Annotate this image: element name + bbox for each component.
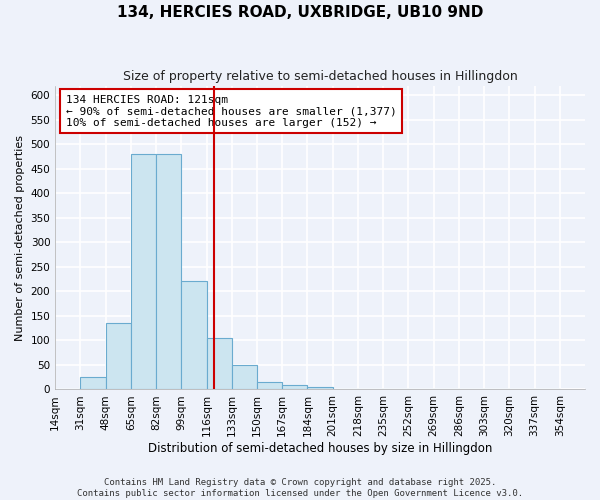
Text: Contains HM Land Registry data © Crown copyright and database right 2025.
Contai: Contains HM Land Registry data © Crown c…: [77, 478, 523, 498]
Text: 134 HERCIES ROAD: 121sqm
← 90% of semi-detached houses are smaller (1,377)
10% o: 134 HERCIES ROAD: 121sqm ← 90% of semi-d…: [66, 94, 397, 128]
X-axis label: Distribution of semi-detached houses by size in Hillingdon: Distribution of semi-detached houses by …: [148, 442, 492, 455]
Bar: [282, 384, 307, 390]
Y-axis label: Number of semi-detached properties: Number of semi-detached properties: [15, 134, 25, 340]
Bar: [80, 377, 106, 390]
Bar: [232, 365, 257, 390]
Title: Size of property relative to semi-detached houses in Hillingdon: Size of property relative to semi-detach…: [123, 70, 517, 83]
Bar: [156, 154, 181, 390]
Bar: [181, 280, 206, 390]
Bar: [131, 154, 156, 390]
Bar: [307, 387, 332, 390]
Bar: [206, 338, 232, 390]
Bar: [257, 382, 282, 390]
Text: 134, HERCIES ROAD, UXBRIDGE, UB10 9ND: 134, HERCIES ROAD, UXBRIDGE, UB10 9ND: [117, 5, 483, 20]
Bar: [106, 324, 131, 390]
